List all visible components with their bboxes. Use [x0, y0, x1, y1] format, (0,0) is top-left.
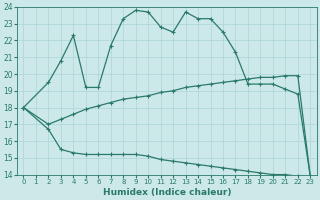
- X-axis label: Humidex (Indice chaleur): Humidex (Indice chaleur): [103, 188, 231, 197]
